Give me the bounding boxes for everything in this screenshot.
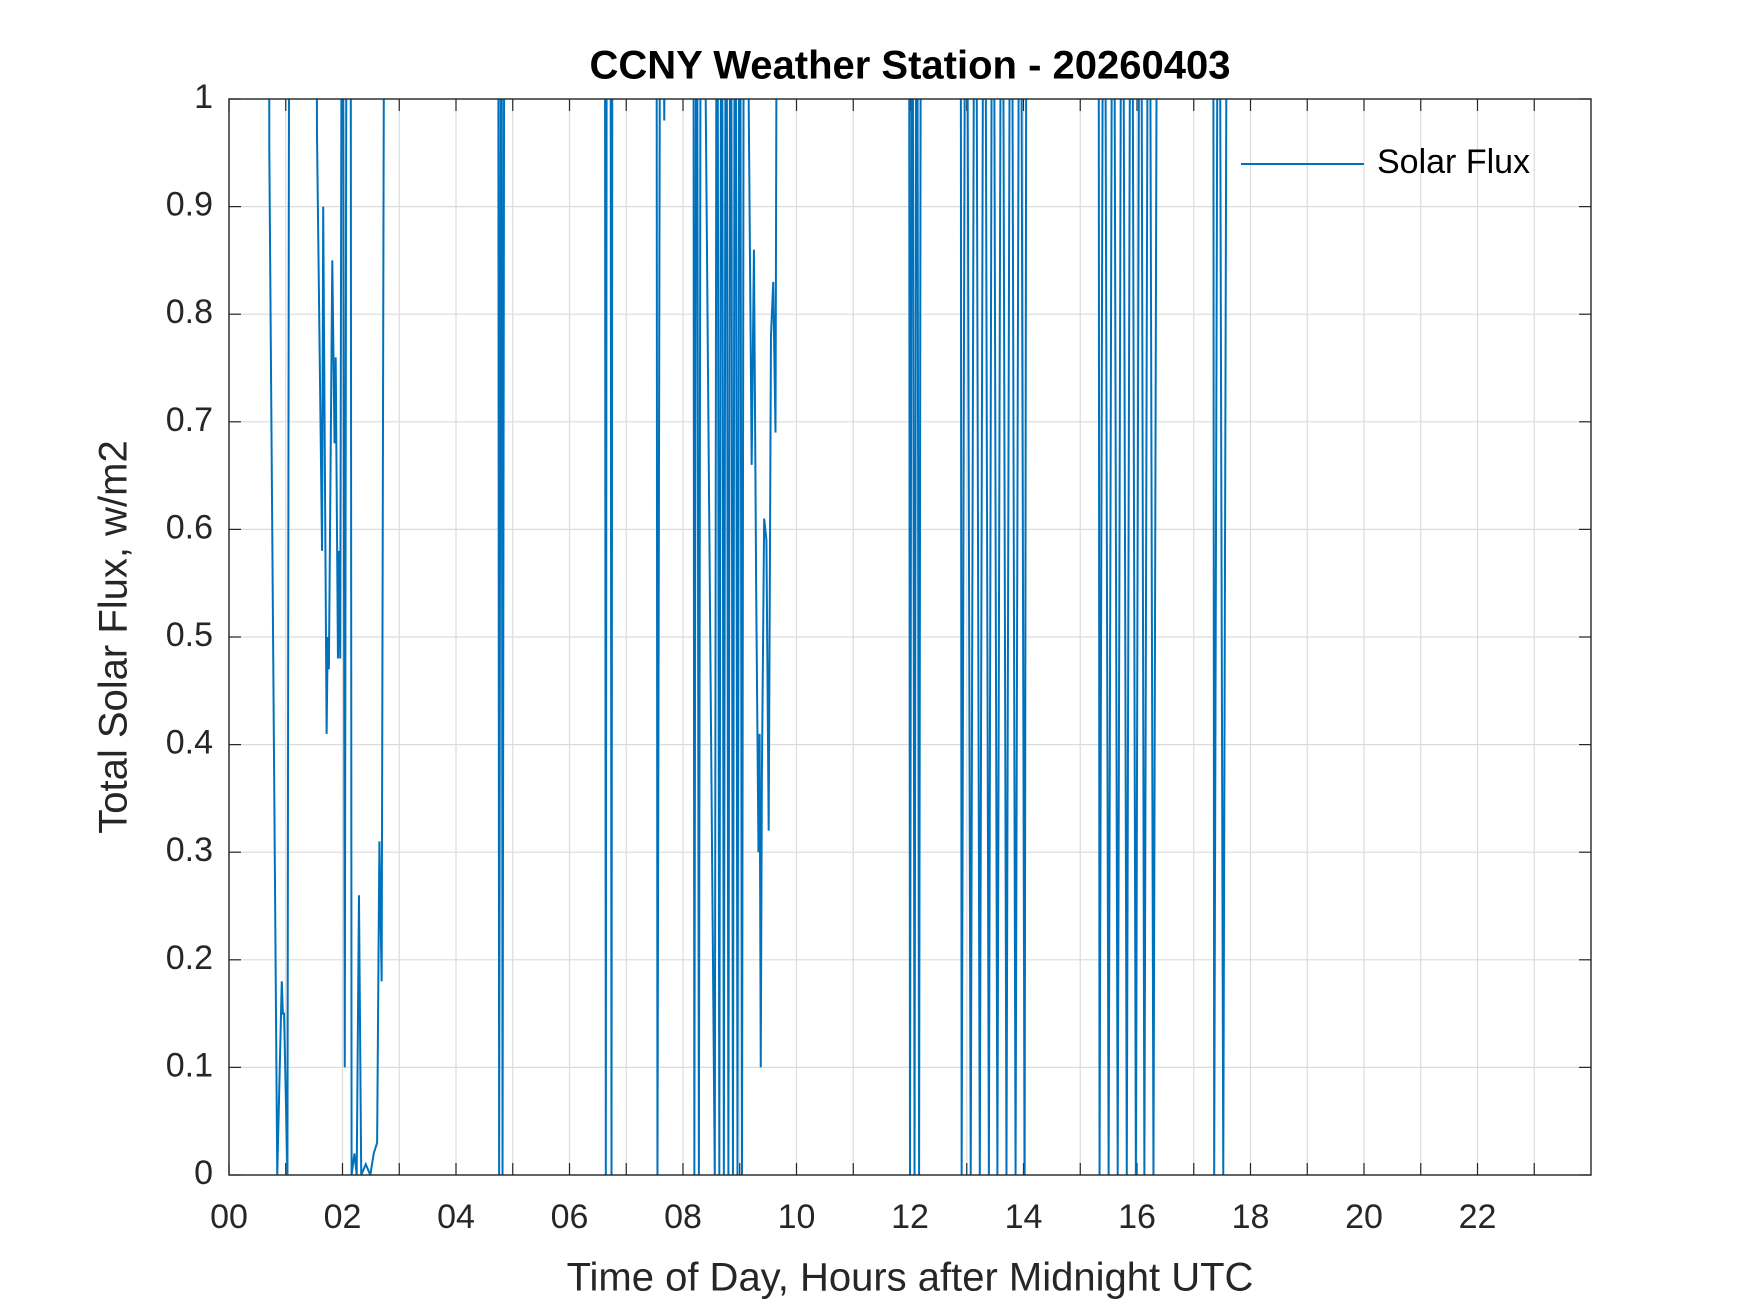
y-tick-label: 0.3 [166,831,213,869]
x-tick-label: 16 [1118,1198,1156,1236]
chart-title: CCNY Weather Station - 20260403 [590,44,1231,88]
x-tick-label: 20 [1345,1198,1383,1236]
y-tick-label: 0.1 [166,1046,213,1084]
x-tick-label: 00 [210,1198,248,1236]
y-tick-label: 0.2 [166,939,213,977]
x-tick-label: 14 [1005,1198,1043,1236]
axes-box [228,98,1592,1176]
y-tick-label: 0.4 [166,724,213,762]
y-tick-label: 0 [194,1154,213,1192]
x-tick-label: 02 [324,1198,362,1236]
x-tick-label: 06 [551,1198,589,1236]
y-axis-label: Total Solar Flux, w/m2 [92,440,136,833]
x-tick-label: 22 [1459,1198,1497,1236]
y-tick-label: 0.6 [166,508,213,546]
x-tick-label: 12 [891,1198,929,1236]
y-tick-label: 0.5 [166,616,213,654]
x-tick-label: 08 [664,1198,702,1236]
x-axis-label: Time of Day, Hours after Midnight UTC [567,1256,1254,1300]
x-tick-label: 04 [437,1198,475,1236]
y-tick-label: 0.8 [166,293,213,331]
y-tick-label: 1 [194,78,213,116]
y-tick-label: 0.7 [166,401,213,439]
x-tick-label: 18 [1232,1198,1270,1236]
legend-label: Solar Flux [1377,143,1530,181]
x-tick-label: 10 [778,1198,816,1236]
y-tick-label: 0.9 [166,186,213,224]
